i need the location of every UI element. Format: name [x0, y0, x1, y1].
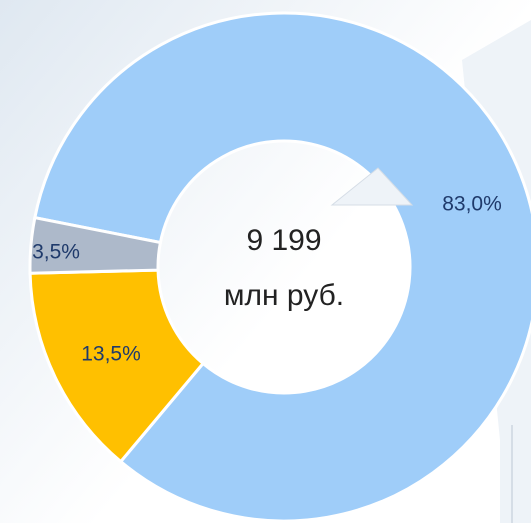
slice [33, 11, 531, 523]
value-label: 3,5% [32, 241, 80, 264]
slice [28, 268, 206, 464]
slice [28, 215, 163, 275]
value-label: 83,0% [442, 193, 502, 216]
decor-triangle [330, 167, 414, 206]
center-unit: млн руб. [224, 279, 344, 312]
donut [28, 11, 531, 523]
center-value: 9 199 [246, 224, 321, 257]
value-label: 13,5% [81, 343, 141, 366]
